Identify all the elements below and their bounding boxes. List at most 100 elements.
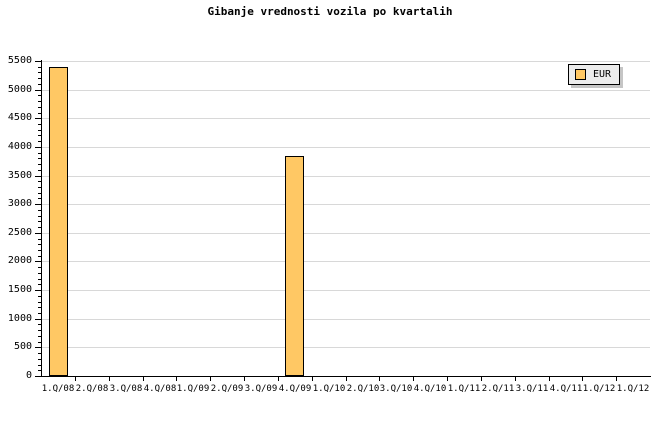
y-axis-minor-tick bbox=[38, 370, 41, 371]
x-axis-tick-label: 3.Q/08 bbox=[109, 384, 143, 394]
x-axis-tick-label: 1.Q/12 bbox=[582, 384, 616, 394]
x-axis-tick-label: 3.Q/11 bbox=[515, 384, 549, 394]
x-axis-tick-label: 1.Q/10 bbox=[312, 384, 346, 394]
x-axis-tick-label: 4.Q/11 bbox=[549, 384, 583, 394]
y-axis-minor-tick bbox=[38, 95, 41, 96]
y-axis-tick-label: 2500 bbox=[7, 227, 32, 238]
y-axis-tick-label: 2000 bbox=[7, 255, 32, 266]
y-axis-minor-tick bbox=[38, 84, 41, 85]
y-axis-tick-label: 1000 bbox=[7, 313, 32, 324]
x-axis-tick bbox=[413, 377, 414, 381]
y-axis-tick-label: 500 bbox=[13, 341, 32, 352]
y-axis-minor-tick bbox=[38, 193, 41, 194]
x-axis-tick bbox=[143, 377, 144, 381]
y-axis-line bbox=[41, 60, 42, 377]
bars-layer bbox=[41, 61, 650, 376]
legend-label-eur: EUR bbox=[593, 69, 612, 80]
y-axis-minor-tick bbox=[38, 164, 41, 165]
plot-area bbox=[41, 61, 650, 376]
x-axis-tick bbox=[176, 377, 177, 381]
y-axis-tick bbox=[35, 290, 41, 291]
y-axis-minor-tick bbox=[38, 359, 41, 360]
y-axis-minor-tick bbox=[38, 239, 41, 240]
x-axis-tick-label: 4.Q/09 bbox=[278, 384, 312, 394]
y-axis-minor-tick bbox=[38, 336, 41, 337]
y-axis-tick bbox=[35, 61, 41, 62]
y-axis-minor-tick bbox=[38, 244, 41, 245]
y-axis-minor-tick bbox=[38, 324, 41, 325]
y-axis-minor-tick bbox=[38, 153, 41, 154]
x-axis-tick-label: 1.Q/11 bbox=[447, 384, 481, 394]
x-axis-tick-label: 3.Q/09 bbox=[244, 384, 278, 394]
chart-title: Gibanje vrednosti vozila po kvartalih bbox=[207, 5, 453, 18]
bar bbox=[285, 156, 304, 376]
y-axis-minor-tick bbox=[38, 342, 41, 343]
y-axis-minor-tick bbox=[38, 307, 41, 308]
bar bbox=[49, 67, 68, 376]
x-axis-tick bbox=[244, 377, 245, 381]
legend-swatch-eur bbox=[575, 69, 586, 80]
y-axis-minor-tick bbox=[38, 67, 41, 68]
x-axis-tick bbox=[210, 377, 211, 381]
y-axis-minor-tick bbox=[38, 135, 41, 136]
y-axis-minor-tick bbox=[38, 181, 41, 182]
chart-legend: EUR bbox=[568, 64, 621, 85]
x-axis-tick bbox=[582, 377, 583, 381]
x-axis-tick-label: 2.Q/09 bbox=[210, 384, 244, 394]
y-axis-tick bbox=[35, 261, 41, 262]
x-axis-tick-label: 2.Q/08 bbox=[75, 384, 109, 394]
x-axis-tick-label: 2.Q/11 bbox=[481, 384, 515, 394]
y-axis-minor-tick bbox=[38, 353, 41, 354]
y-axis-tick-label: 0 bbox=[25, 370, 32, 381]
y-axis-minor-tick bbox=[38, 296, 41, 297]
y-axis-minor-tick bbox=[38, 267, 41, 268]
y-axis-minor-tick bbox=[38, 187, 41, 188]
y-axis-minor-tick bbox=[38, 216, 41, 217]
x-axis-tick bbox=[447, 377, 448, 381]
y-axis-minor-tick bbox=[38, 72, 41, 73]
y-axis-minor-tick bbox=[38, 221, 41, 222]
x-axis-tick bbox=[379, 377, 380, 381]
y-axis-tick-label: 5000 bbox=[7, 84, 32, 95]
y-axis-minor-tick bbox=[38, 279, 41, 280]
x-axis-tick-label: 4.Q/08 bbox=[143, 384, 177, 394]
y-axis-minor-tick bbox=[38, 107, 41, 108]
y-axis-minor-tick bbox=[38, 130, 41, 131]
y-axis-tick-label: 4000 bbox=[7, 141, 32, 152]
y-axis-minor-tick bbox=[38, 330, 41, 331]
y-axis-tick-label: 1500 bbox=[7, 284, 32, 295]
y-axis-minor-tick bbox=[38, 124, 41, 125]
y-axis-tick bbox=[35, 319, 41, 320]
x-axis-tick-label: 1.Q/09 bbox=[176, 384, 210, 394]
y-axis-minor-tick bbox=[38, 250, 41, 251]
x-axis-tick-label: 1.Q/12 bbox=[616, 384, 650, 394]
y-axis-minor-tick bbox=[38, 313, 41, 314]
x-axis-tick bbox=[616, 377, 617, 381]
y-axis-minor-tick bbox=[38, 158, 41, 159]
y-axis-tick bbox=[35, 118, 41, 119]
y-axis-minor-tick bbox=[38, 141, 41, 142]
x-axis-tick bbox=[278, 377, 279, 381]
y-axis-minor-tick bbox=[38, 210, 41, 211]
y-axis-tick-label: 4500 bbox=[7, 112, 32, 123]
y-axis-minor-tick bbox=[38, 302, 41, 303]
y-axis-minor-tick bbox=[38, 78, 41, 79]
y-axis-minor-tick bbox=[38, 101, 41, 102]
y-axis-tick-label: 3500 bbox=[7, 170, 32, 181]
y-axis-tick bbox=[35, 204, 41, 205]
x-axis-tick-label: 1.Q/08 bbox=[41, 384, 75, 394]
y-axis-tick bbox=[35, 90, 41, 91]
x-axis-tick bbox=[481, 377, 482, 381]
x-axis-tick-label: 2.Q/10 bbox=[346, 384, 380, 394]
y-axis-minor-tick bbox=[38, 113, 41, 114]
x-axis-tick-label: 4.Q/10 bbox=[413, 384, 447, 394]
x-axis-tick bbox=[346, 377, 347, 381]
x-axis-line bbox=[41, 376, 651, 377]
x-axis-tick bbox=[109, 377, 110, 381]
y-axis-minor-tick bbox=[38, 170, 41, 171]
y-axis-minor-tick bbox=[38, 273, 41, 274]
y-axis-minor-tick bbox=[38, 365, 41, 366]
x-axis-tick bbox=[75, 377, 76, 381]
x-axis-tick bbox=[549, 377, 550, 381]
y-axis-minor-tick bbox=[38, 284, 41, 285]
